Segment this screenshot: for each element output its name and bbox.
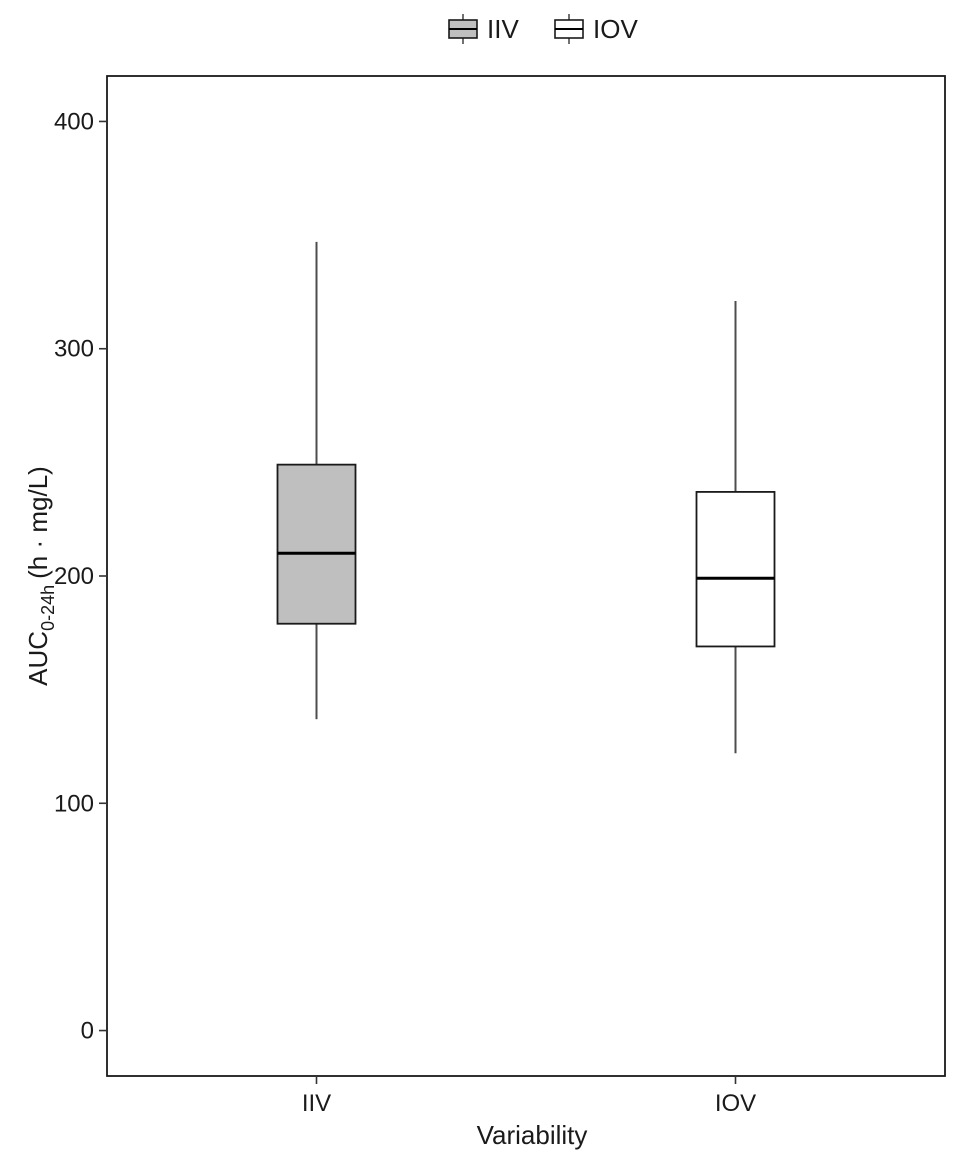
legend-item-iiv: IIV bbox=[448, 14, 519, 44]
y-tick-label: 300 bbox=[54, 336, 94, 363]
legend-label: IOV bbox=[593, 14, 638, 44]
x-tick-label: IIV bbox=[302, 1090, 331, 1117]
y-tick-label: 400 bbox=[54, 108, 94, 135]
y-axis: 0 100 200 300 400 bbox=[54, 108, 107, 1045]
interquartile-box bbox=[695, 491, 776, 648]
y-tick-label: 200 bbox=[54, 563, 94, 590]
legend-label: IIV bbox=[487, 14, 519, 44]
x-tick-label: IOV bbox=[715, 1090, 756, 1117]
box-iiv bbox=[276, 241, 357, 720]
box-iov bbox=[695, 301, 776, 754]
x-axis-title: Variability bbox=[477, 1120, 588, 1150]
y-axis-title-unit: (h · mg/L) bbox=[23, 466, 53, 579]
y-axis-title: AUC0-24h (h · mg/L) bbox=[23, 466, 58, 686]
legend: IIV IOV bbox=[448, 14, 638, 44]
y-tick-label: 100 bbox=[54, 790, 94, 817]
y-tick-label: 0 bbox=[81, 1018, 94, 1045]
interquartile-box bbox=[276, 463, 357, 625]
boxes bbox=[276, 241, 776, 754]
y-axis-title-subscript: 0-24h bbox=[38, 585, 58, 631]
legend-item-iov: IOV bbox=[554, 14, 638, 44]
x-axis: IIV IOV bbox=[302, 1076, 756, 1117]
plot-panel bbox=[106, 75, 946, 1077]
y-axis-title-main: AUC bbox=[23, 631, 53, 686]
